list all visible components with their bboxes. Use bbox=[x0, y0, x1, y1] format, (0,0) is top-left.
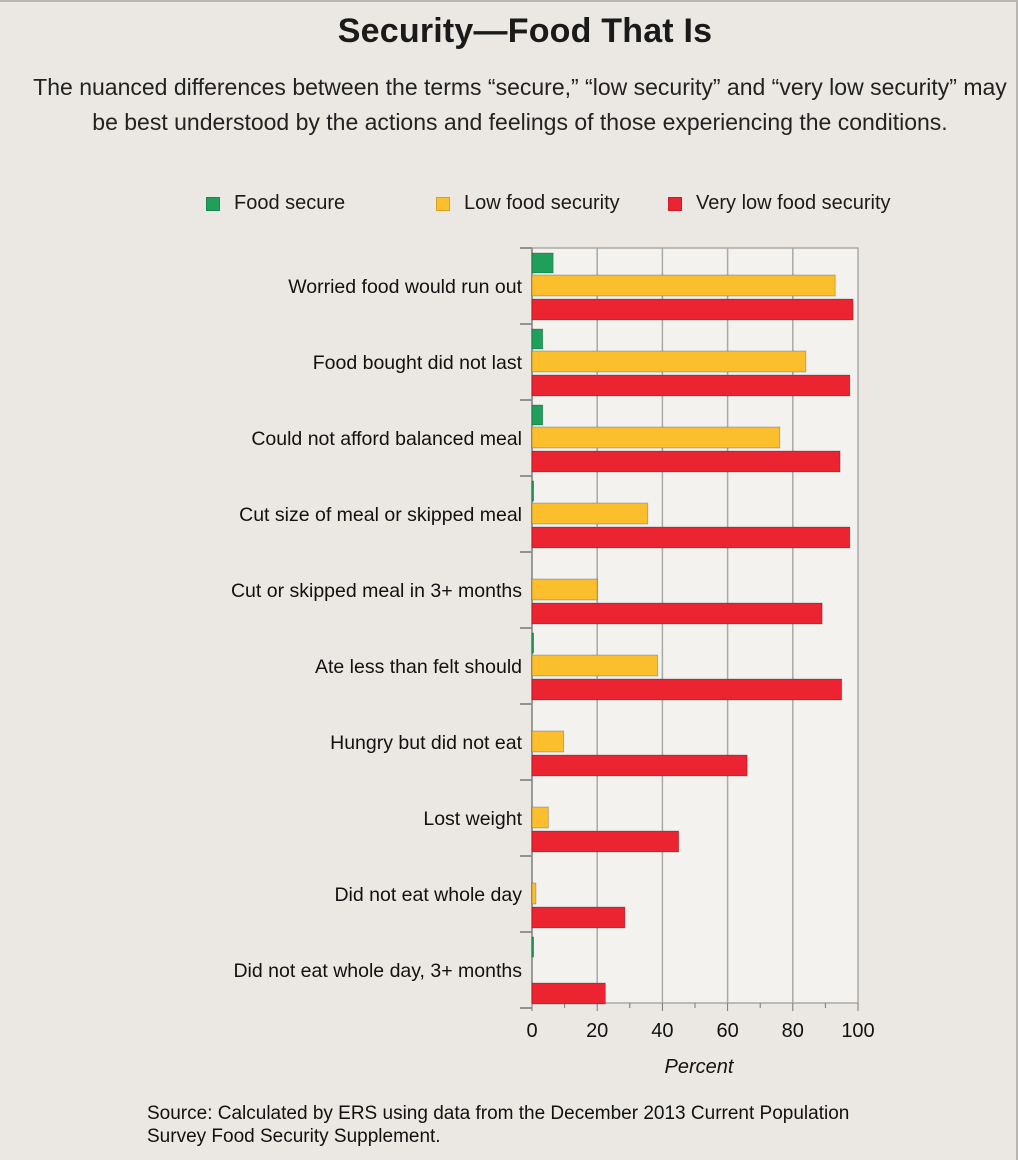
legend-label: Food secure bbox=[234, 192, 346, 214]
legend-item-very-low-food-security: Very low food security bbox=[668, 192, 891, 215]
plot-area bbox=[531, 247, 859, 1004]
category-label: Worried food would run out bbox=[288, 276, 522, 298]
bar-low-food-security bbox=[531, 350, 807, 373]
source-note: Source: Calculated by ERS using data fro… bbox=[147, 1103, 850, 1147]
x-tick-label: 80 bbox=[782, 1020, 804, 1042]
bar-food-secure bbox=[531, 936, 535, 958]
category-label: Hungry but did not eat bbox=[330, 732, 522, 754]
bar-low-food-security bbox=[531, 502, 649, 525]
bar-low-food-security bbox=[531, 806, 549, 829]
bar-very-low-food-security bbox=[531, 906, 626, 929]
bar-food-secure bbox=[531, 328, 544, 350]
legend-swatch-red bbox=[668, 196, 682, 211]
category-label: Did not eat whole day bbox=[334, 884, 522, 906]
legend-label: Very low food security bbox=[696, 192, 891, 214]
bar-food-secure bbox=[531, 480, 535, 502]
bar-very-low-food-security bbox=[531, 830, 680, 853]
chart-subtitle: The nuanced differences between the term… bbox=[33, 74, 1007, 135]
chart-title: Security—Food That Is bbox=[337, 12, 713, 50]
legend-swatch-yellow bbox=[436, 196, 450, 211]
bar-very-low-food-security bbox=[531, 450, 841, 473]
bar-very-low-food-security bbox=[531, 678, 843, 701]
bar-low-food-security bbox=[531, 730, 565, 753]
x-tick-label: 100 bbox=[841, 1020, 874, 1042]
x-tick-label: 0 bbox=[526, 1020, 537, 1042]
bar-low-food-security bbox=[531, 578, 598, 601]
bar-low-food-security bbox=[531, 426, 781, 449]
bar-low-food-security bbox=[531, 274, 836, 297]
frame-right-border bbox=[1016, 0, 1018, 1160]
legend-label: Low food security bbox=[464, 192, 620, 214]
category-label: Cut or skipped meal in 3+ months bbox=[231, 580, 522, 602]
frame-top-border bbox=[0, 0, 1018, 2]
x-axis-label: Percent bbox=[665, 1056, 735, 1078]
category-label: Cut size of meal or skipped meal bbox=[239, 504, 522, 526]
bar-very-low-food-security bbox=[531, 754, 748, 777]
legend-swatch-green bbox=[206, 196, 220, 211]
bar-low-food-security bbox=[531, 654, 658, 677]
bar-very-low-food-security bbox=[531, 374, 851, 397]
bar-food-secure bbox=[531, 252, 554, 274]
category-label: Food bought did not last bbox=[313, 352, 523, 374]
category-label: Did not eat whole day, 3+ months bbox=[233, 960, 522, 982]
x-tick-label: 60 bbox=[716, 1020, 738, 1042]
legend-item-food-secure: Food secure bbox=[206, 192, 345, 215]
bar-low-food-security bbox=[531, 882, 537, 905]
category-label: Ate less than felt should bbox=[315, 656, 522, 678]
category-label: Lost weight bbox=[423, 808, 522, 830]
category-label: Could not afford balanced meal bbox=[251, 428, 522, 450]
bar-very-low-food-security bbox=[531, 602, 823, 625]
x-tick-label: 20 bbox=[586, 1020, 608, 1042]
bar-very-low-food-security bbox=[531, 298, 854, 321]
bar-very-low-food-security bbox=[531, 982, 606, 1005]
bar-very-low-food-security bbox=[531, 526, 851, 549]
bar-food-secure bbox=[531, 404, 544, 426]
bar-food-secure bbox=[531, 632, 535, 654]
x-tick-label: 40 bbox=[651, 1020, 673, 1042]
legend-item-low-food-security: Low food security bbox=[436, 192, 620, 215]
